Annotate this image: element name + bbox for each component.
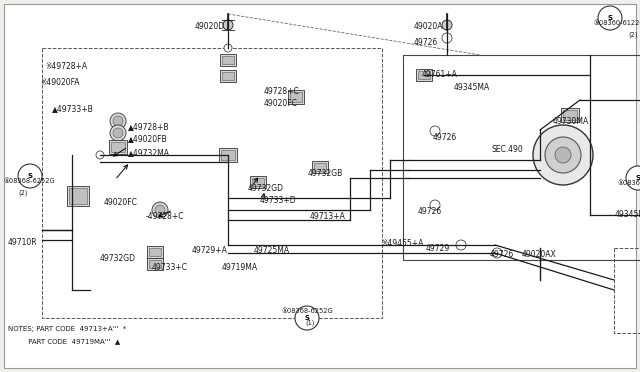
Bar: [561, 108, 579, 122]
Circle shape: [430, 126, 440, 136]
Circle shape: [430, 200, 440, 210]
Text: 49732GD: 49732GD: [248, 184, 284, 193]
Bar: [288, 90, 304, 104]
Circle shape: [18, 164, 42, 188]
Text: ▲49732MA: ▲49732MA: [128, 148, 170, 157]
Text: ⑤08360-6122G: ⑤08360-6122G: [594, 20, 640, 26]
Bar: [403, 55, 640, 260]
Bar: [416, 69, 432, 81]
Circle shape: [223, 20, 233, 30]
Bar: [149, 260, 161, 268]
Text: 49020FC: 49020FC: [104, 198, 138, 207]
Circle shape: [96, 151, 104, 159]
Text: 49713+A: 49713+A: [310, 212, 346, 221]
Text: 49730MA: 49730MA: [553, 117, 589, 126]
Text: (2): (2): [628, 32, 637, 38]
Circle shape: [224, 44, 232, 52]
Text: 49728+C: 49728+C: [264, 87, 300, 96]
Bar: [147, 258, 163, 270]
Text: ▲49020FB: ▲49020FB: [128, 134, 168, 143]
Text: 49020AX: 49020AX: [522, 250, 557, 259]
Circle shape: [626, 166, 640, 190]
Text: 49020FC: 49020FC: [264, 99, 298, 108]
Bar: [109, 140, 127, 154]
Circle shape: [492, 248, 502, 258]
Bar: [220, 54, 236, 66]
Text: ※49455+A: ※49455+A: [381, 239, 424, 248]
Text: (1): (1): [305, 320, 314, 327]
Bar: [418, 71, 430, 79]
Circle shape: [113, 128, 123, 138]
Bar: [219, 148, 237, 162]
Text: 49345MB: 49345MB: [615, 210, 640, 219]
Text: ※49728+A: ※49728+A: [45, 62, 87, 71]
Text: 49761+A: 49761+A: [422, 70, 458, 79]
Text: 49726: 49726: [490, 250, 515, 259]
Bar: [222, 56, 234, 64]
Text: 49020A: 49020A: [414, 22, 444, 31]
Text: 49020D: 49020D: [195, 22, 225, 31]
Text: 49726: 49726: [433, 133, 457, 142]
Text: NOTES; PART CODE  49713+A'''  *: NOTES; PART CODE 49713+A''' *: [8, 326, 126, 332]
Circle shape: [295, 306, 319, 330]
Text: ⑤08360-6125B: ⑤08360-6125B: [618, 180, 640, 186]
Circle shape: [110, 125, 126, 141]
Text: ※49020FA: ※49020FA: [40, 78, 79, 87]
Circle shape: [533, 125, 593, 185]
Text: SEC.490: SEC.490: [492, 145, 524, 154]
Bar: [250, 176, 266, 188]
Bar: [42, 48, 382, 318]
Text: 49729: 49729: [426, 244, 451, 253]
Bar: [314, 163, 326, 171]
Text: 49725MA: 49725MA: [254, 246, 290, 255]
Text: 49732GB: 49732GB: [308, 169, 343, 178]
Text: 49719MA: 49719MA: [222, 263, 258, 272]
Bar: [149, 248, 161, 256]
Text: ▲49733+B: ▲49733+B: [52, 104, 93, 113]
Circle shape: [152, 202, 168, 218]
Text: ⑤08368-6252G: ⑤08368-6252G: [4, 178, 56, 184]
Circle shape: [442, 33, 452, 43]
Bar: [312, 161, 328, 173]
Bar: [69, 188, 87, 204]
Circle shape: [598, 6, 622, 30]
Circle shape: [419, 70, 429, 80]
Text: 49732GD: 49732GD: [100, 254, 136, 263]
Text: 49733+D: 49733+D: [260, 196, 296, 205]
Text: 49726: 49726: [418, 207, 442, 216]
Bar: [252, 178, 264, 186]
Bar: [222, 72, 234, 80]
Text: S: S: [28, 173, 33, 179]
Circle shape: [442, 20, 452, 30]
Text: S: S: [636, 175, 640, 181]
Text: ▲49728+B: ▲49728+B: [128, 122, 170, 131]
Bar: [221, 150, 235, 160]
Text: PART CODE  49719MA'''  ▲: PART CODE 49719MA''' ▲: [8, 338, 120, 344]
Bar: [290, 92, 302, 102]
Text: 49726: 49726: [414, 38, 438, 47]
Bar: [147, 246, 163, 258]
Circle shape: [456, 240, 466, 250]
Circle shape: [555, 147, 571, 163]
Text: -49728+C: -49728+C: [146, 212, 184, 221]
Text: 49733+C: 49733+C: [152, 263, 188, 272]
Circle shape: [155, 205, 165, 215]
Bar: [67, 186, 89, 206]
Text: S: S: [305, 315, 310, 321]
Bar: [563, 110, 577, 120]
Circle shape: [545, 137, 581, 173]
Circle shape: [113, 116, 123, 126]
Text: ⑤08368-6252G: ⑤08368-6252G: [281, 308, 333, 314]
Circle shape: [110, 113, 126, 129]
Bar: [220, 70, 236, 82]
Bar: [111, 142, 125, 152]
Text: 49729+A: 49729+A: [192, 246, 228, 255]
Text: 49345MA: 49345MA: [454, 83, 490, 92]
Text: S: S: [607, 15, 612, 21]
Text: 49710R: 49710R: [8, 238, 38, 247]
Bar: [614, 248, 640, 333]
Text: (2): (2): [18, 190, 28, 196]
Circle shape: [224, 151, 232, 159]
